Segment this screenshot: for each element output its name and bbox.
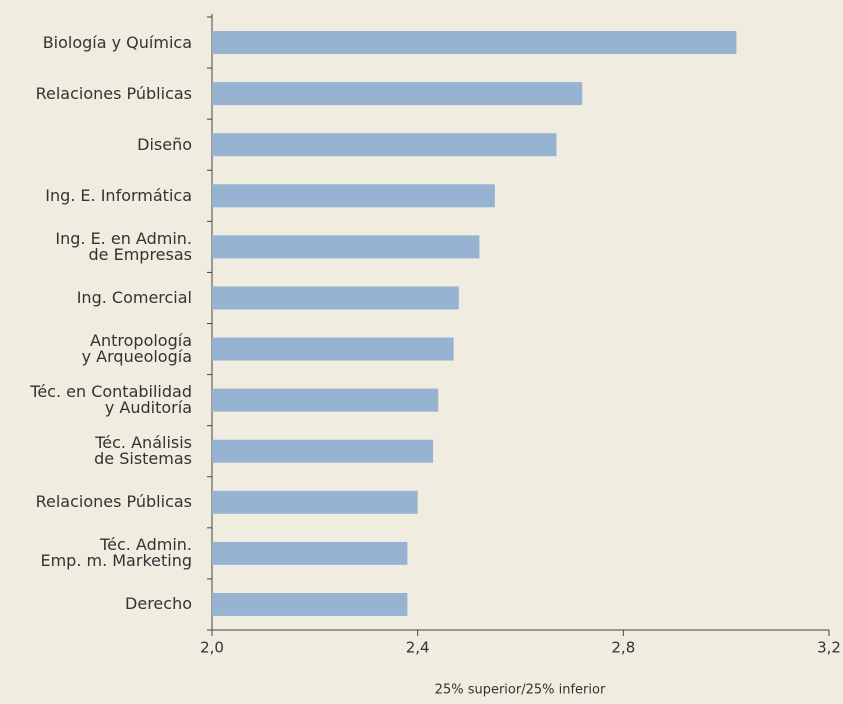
bar	[212, 235, 480, 259]
x-tick-label: 3,2	[817, 639, 841, 657]
bar	[212, 31, 737, 55]
bar	[212, 592, 408, 616]
x-tick-label: 2,0	[200, 639, 224, 657]
y-tick-label: Antropología y Arqueología	[81, 331, 192, 367]
bar	[212, 337, 454, 361]
y-tick-label: Relaciones Públicas	[35, 83, 192, 103]
y-tick-label: Relaciones Públicas	[35, 492, 192, 512]
y-tick-label: Ing. E. en Admin. de Empresas	[55, 228, 192, 264]
bar	[212, 82, 583, 106]
y-tick-label: Biología y Química	[42, 32, 192, 52]
bar	[212, 490, 418, 514]
bar	[212, 541, 408, 565]
y-tick-label: Ing. E. Informática	[45, 185, 192, 205]
bar	[212, 439, 434, 463]
y-tick-label: Téc. Admin. Emp. m. Marketing	[40, 535, 192, 571]
x-axis-label: 25% superior/25% inferior	[435, 683, 606, 698]
bar	[212, 286, 459, 310]
bar	[212, 388, 439, 412]
bar	[212, 133, 557, 157]
y-tick-label: Derecho	[125, 594, 192, 614]
x-tick-label: 2,8	[611, 639, 635, 657]
y-tick-label: Ing. Comercial	[76, 287, 192, 307]
y-tick-label: Diseño	[137, 134, 192, 154]
bar	[212, 184, 495, 208]
y-tick-label: Téc. Análisis de Sistemas	[94, 433, 192, 469]
y-tick-label: Téc. en Contabilidad y Auditoría	[30, 382, 192, 418]
x-tick-label: 2,4	[406, 639, 430, 657]
